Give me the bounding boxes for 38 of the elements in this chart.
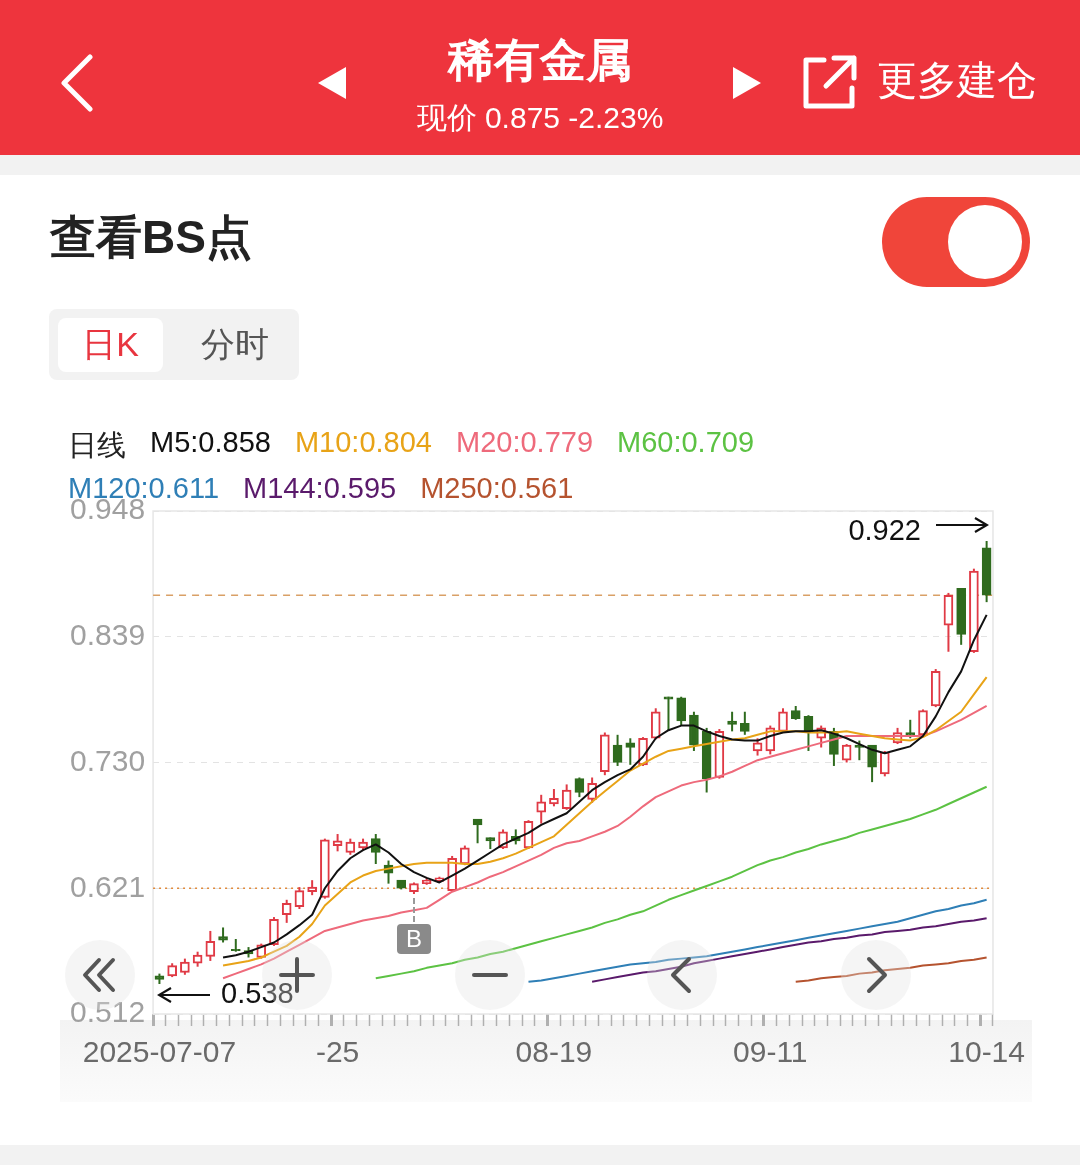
chart-title: 稀有金属 (446, 33, 633, 88)
text: M60:0.709 (617, 426, 755, 460)
chart-subtitle: 现价 0.875 -2.23% (415, 100, 665, 136)
candlestick (281, 898, 292, 924)
candlestick (574, 776, 585, 799)
y-tick-label: 0.730 (70, 743, 146, 777)
text: M20:0.779 (455, 426, 594, 460)
candlestick (205, 929, 216, 962)
text: 查看BS点 (50, 211, 252, 263)
text: M5:0.858 (150, 426, 271, 460)
text: M250:0.561 (420, 472, 574, 505)
candlestick (676, 695, 687, 727)
annotation: 0.538 (221, 977, 294, 1010)
text: 分时 (200, 324, 270, 366)
x-tick-label: 2025-07-07 (82, 1035, 237, 1069)
candlestick (536, 793, 547, 825)
text: 更多建仓 (877, 58, 1037, 102)
annotation: 0.922 (848, 514, 921, 547)
candlestick (740, 710, 750, 736)
annotation: B (396, 924, 431, 955)
x-tick-label: -25 (315, 1035, 360, 1069)
text: 日K (58, 318, 163, 372)
y-tick-label: 0.512 (70, 995, 146, 1029)
candlestick (854, 739, 865, 762)
legend-title: 日线 (68, 428, 126, 463)
y-tick-label: 0.621 (70, 869, 146, 903)
x-tick-label: 09-11 (733, 1035, 808, 1069)
candlestick (841, 743, 852, 764)
candlestick (650, 707, 661, 741)
text: M10:0.804 (294, 426, 432, 460)
x-tick-label: 10-14 (948, 1035, 1025, 1069)
text: M144:0.595 (243, 472, 397, 505)
x-tick-label: 08-19 (515, 1035, 593, 1069)
candlestick (727, 710, 737, 733)
candlestick (879, 749, 890, 778)
candlestick (867, 744, 877, 784)
candlestick (269, 916, 279, 947)
y-tick-label: 0.839 (70, 618, 146, 652)
